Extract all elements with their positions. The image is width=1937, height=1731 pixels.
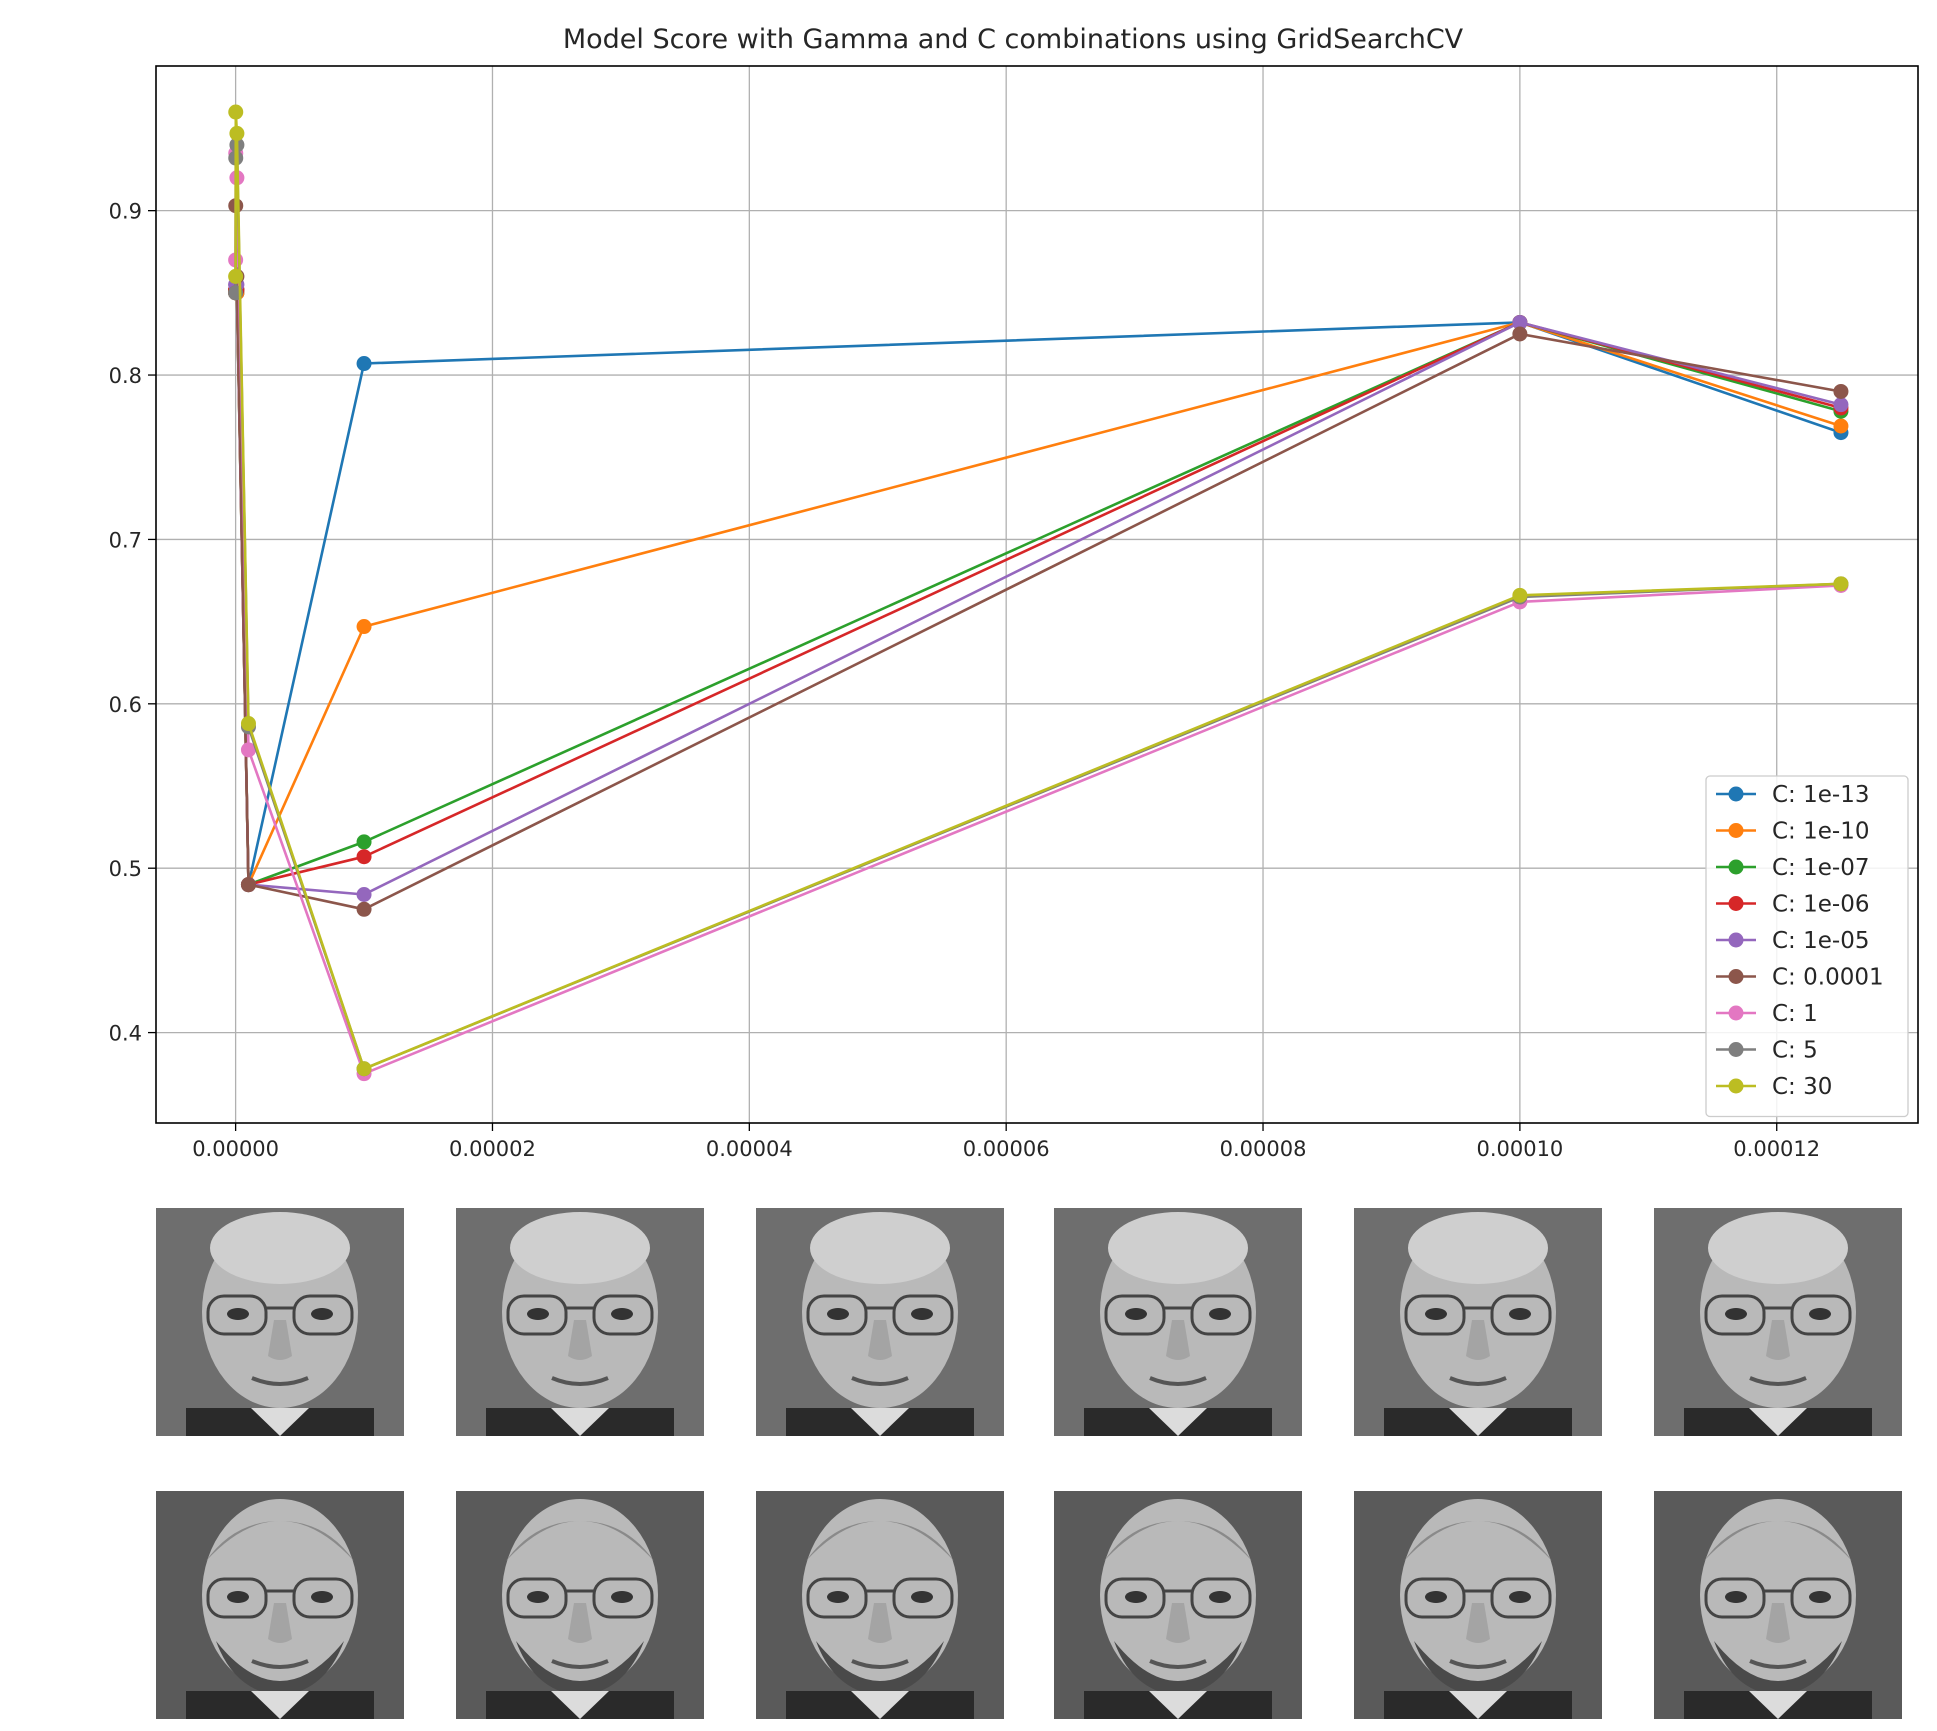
legend-item: C: 30 — [1716, 1074, 1832, 1100]
legend-label: C: 0.0001 — [1772, 965, 1884, 991]
legend-marker — [1728, 1078, 1744, 1094]
plot-frame — [155, 65, 1919, 1124]
x-tick-label: 0.00004 — [706, 1137, 793, 1161]
data-point — [356, 834, 372, 850]
x-tick-label: 0.00012 — [1733, 1137, 1820, 1161]
legend-label: C: 5 — [1772, 1038, 1818, 1064]
legend-marker — [1728, 896, 1744, 911]
legend-marker — [1728, 1005, 1744, 1021]
y-tick-label: 0.5 — [109, 857, 142, 881]
series-line — [234, 288, 1842, 886]
legend-item: C: 1e-13 — [1716, 782, 1869, 808]
series-0 — [228, 285, 1849, 893]
data-point — [240, 877, 256, 893]
legend-marker — [1728, 859, 1744, 875]
data-point — [1833, 418, 1849, 434]
legend-item: C: 1e-07 — [1716, 855, 1869, 881]
legend-marker — [1728, 932, 1744, 948]
x-tick-label: 0.00000 — [192, 1137, 279, 1161]
series-line — [234, 288, 1842, 886]
data-point — [356, 887, 372, 903]
legend-item: C: 0.0001 — [1716, 965, 1884, 991]
series-line — [234, 151, 1841, 1075]
legend-label: C: 1e-10 — [1772, 819, 1869, 845]
data-point — [229, 125, 245, 141]
legend-label: C: 1e-06 — [1772, 892, 1869, 918]
data-point — [1833, 576, 1849, 592]
y-tick-label: 0.8 — [109, 364, 142, 388]
data-point — [240, 742, 256, 758]
data-point — [1512, 314, 1528, 330]
tick-layer: 0.00000 0.00002 0.00004 0.00006 0.00008 0.000… — [109, 200, 1821, 1161]
data-point — [1833, 397, 1849, 413]
series-8 — [228, 104, 1849, 1077]
legend-label: C: 1e-13 — [1772, 782, 1869, 808]
x-tick-label: 0.00008 — [1220, 1137, 1307, 1161]
data-point — [356, 619, 372, 635]
legend: C: 1e-13 C: 1e-10 C: 1e-07 C: 1e-06 C: 1e-05… — [1705, 775, 1909, 1118]
x-tick-label: 0.00002 — [449, 1137, 536, 1161]
legend-item: C: 1 — [1716, 1001, 1818, 1027]
y-tick-label: 0.6 — [109, 693, 142, 717]
legend-box — [1705, 775, 1909, 1118]
data-point — [228, 268, 244, 284]
series-layer — [228, 104, 1849, 1082]
series-2 — [228, 282, 1849, 893]
series-line — [234, 291, 1842, 886]
data-point — [356, 849, 372, 865]
y-tick-label: 0.7 — [109, 528, 142, 552]
y-tick-label: 0.4 — [109, 1022, 142, 1046]
legend-marker — [1728, 969, 1744, 984]
data-point — [1512, 587, 1528, 603]
legend-marker — [1728, 786, 1744, 802]
data-point — [356, 901, 372, 917]
data-point — [1512, 326, 1528, 342]
series-line — [234, 143, 1841, 1071]
series-6 — [228, 145, 1849, 1082]
legend-item: C: 1e-10 — [1716, 819, 1869, 845]
series-line — [234, 283, 1842, 896]
series-1 — [228, 285, 1849, 893]
chart-title: Model Score with Gamma and C combination… — [563, 24, 1464, 55]
x-tick-label: 0.00010 — [1476, 1137, 1563, 1161]
legend-label: C: 1e-05 — [1772, 928, 1869, 954]
series-7 — [228, 137, 1849, 1077]
series-3 — [228, 282, 1849, 893]
legend-marker — [1728, 1042, 1744, 1057]
data-point — [1833, 383, 1849, 399]
x-tick-label: 0.00006 — [963, 1137, 1050, 1161]
series-line — [234, 291, 1842, 886]
legend-item: C: 1e-06 — [1716, 892, 1869, 918]
data-point — [228, 104, 244, 120]
legend-label: C: 1 — [1772, 1001, 1818, 1027]
y-tick-label: 0.9 — [109, 200, 142, 224]
legend-label: C: 30 — [1772, 1074, 1832, 1100]
data-point — [240, 716, 256, 732]
series-line — [234, 110, 1841, 1071]
series-5 — [228, 198, 1849, 917]
legend-marker — [1728, 823, 1744, 838]
legend-item: C: 5 — [1716, 1038, 1818, 1064]
data-point — [356, 1061, 372, 1077]
legend-item: C: 1e-05 — [1716, 928, 1869, 954]
legend-label: C: 1e-07 — [1772, 855, 1869, 881]
data-point — [356, 356, 372, 372]
